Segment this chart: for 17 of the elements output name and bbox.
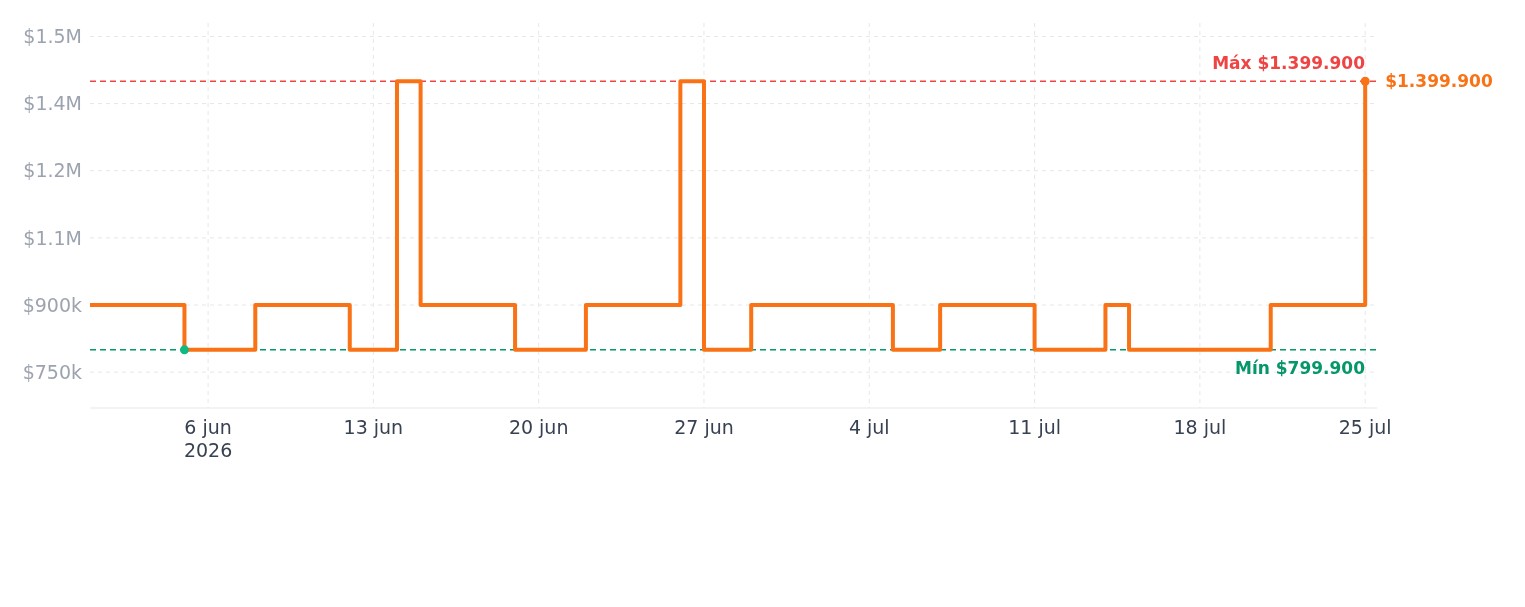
y-tick-label: $1.1M — [23, 226, 82, 249]
y-tick-label: $900k — [22, 293, 82, 316]
x-tick-label: 11 jul — [1008, 416, 1061, 438]
x-tick-label: 27 jun — [674, 416, 734, 438]
y-tick-label: $750k — [22, 360, 82, 383]
y-tick-label: $1.4M — [23, 92, 82, 115]
x-tick-label: 6 jun 2026 — [183, 416, 233, 461]
x-tick-label: 18 jul — [1173, 416, 1227, 438]
ref-line-label: Máx $1.399.900 — [1212, 53, 1366, 74]
x-tick-label: 13 jun — [343, 416, 404, 438]
y-tick-label: $1.2M — [23, 159, 82, 182]
x-tick-label: 4 jul — [848, 416, 890, 438]
x-tick-label: 20 jun — [508, 416, 569, 438]
x-tick-label: 25 jul — [1338, 416, 1392, 438]
ref-line-label: Mín $799.900 — [1234, 357, 1366, 378]
annotation: $1.399.900 — [1385, 71, 1493, 92]
y-tick-label: $1.5M — [23, 25, 82, 48]
